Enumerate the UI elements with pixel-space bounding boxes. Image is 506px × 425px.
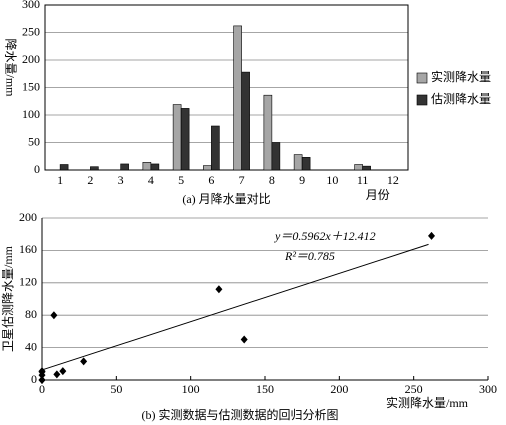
bar: [233, 25, 242, 171]
bar: [301, 157, 311, 171]
bar: [150, 163, 160, 171]
bar: [271, 142, 281, 171]
y-tick-label: 80: [25, 307, 37, 321]
x-tick-label: 6: [208, 173, 214, 187]
point: [53, 370, 61, 379]
x-tick-label: 12: [387, 173, 399, 187]
legend-label: 实测降水量: [431, 69, 491, 84]
x-tick-label: 50: [110, 382, 122, 396]
y-tick-label: 40: [25, 339, 37, 353]
bar: [211, 125, 220, 171]
y-tick-label: 200: [19, 210, 37, 224]
bar: [362, 165, 371, 171]
x-tick-label: 3: [118, 173, 124, 187]
y-tick-label: 0: [31, 372, 37, 386]
y-tick-label: 50: [28, 134, 40, 148]
annotation: R²＝0.785: [284, 249, 335, 263]
caption: (a) 月降水量对比: [182, 192, 270, 206]
bar: [59, 164, 69, 171]
bar: [293, 154, 303, 171]
point: [240, 335, 248, 344]
bar: [241, 71, 250, 171]
bar: [120, 163, 129, 171]
y-tick-label: 250: [22, 24, 40, 38]
x-tick-label: 250: [405, 382, 423, 396]
point: [50, 311, 58, 320]
y-tick-label: 200: [22, 52, 40, 66]
x-tick-label: 100: [182, 382, 200, 396]
bar: [263, 94, 273, 171]
point: [80, 357, 88, 366]
bar: [142, 162, 152, 171]
x-tick-label: 11: [357, 173, 369, 187]
point: [38, 376, 46, 384]
plot-frame: [44, 4, 409, 171]
x-tick-label: 150: [256, 382, 274, 396]
x-tick-label: 5: [178, 173, 184, 187]
y-tick-label: 100: [22, 107, 40, 121]
bar: [203, 165, 212, 171]
x-axis-label: 月份: [366, 188, 390, 202]
x-tick-label: 8: [269, 173, 275, 187]
x-tick-label: 2: [87, 173, 93, 187]
y-tick-label: 120: [19, 275, 37, 289]
legend-swatch: [416, 72, 428, 84]
x-tick-label: 10: [326, 173, 338, 187]
x-axis-label: 实测降水量/mm: [386, 395, 469, 410]
point: [38, 367, 46, 376]
y-axis-label: 降水量/mm: [3, 38, 17, 97]
point: [59, 367, 67, 376]
x-tick-label: 9: [299, 173, 305, 187]
bar: [172, 104, 182, 171]
x-tick-label: 7: [239, 173, 245, 187]
x-tick-label: 0: [39, 382, 45, 396]
y-tick-label: 300: [22, 0, 40, 11]
bar: [354, 164, 363, 171]
y-tick-label: 0: [34, 162, 40, 176]
y-tick-label: 160: [19, 242, 37, 256]
x-tick-label: 300: [479, 382, 497, 396]
y-tick-label: 150: [22, 79, 40, 93]
axes: [41, 218, 488, 381]
x-tick-label: 200: [330, 382, 348, 396]
legend-label: 估测降水量: [431, 92, 491, 106]
caption: (b) 实测数据与估测数据的回归分析图: [142, 407, 339, 422]
legend-swatch: [416, 94, 428, 106]
trend-line: [41, 243, 429, 371]
x-tick-label: 4: [148, 173, 154, 187]
point: [428, 231, 436, 240]
point: [38, 371, 46, 380]
point: [215, 285, 223, 294]
bar: [90, 166, 99, 171]
annotation: y＝0.5962x＋12.412: [274, 229, 376, 243]
x-tick-label: 1: [57, 173, 63, 187]
y-axis-label: 卫星估测降水量/mm: [1, 245, 15, 352]
bar: [180, 108, 190, 171]
